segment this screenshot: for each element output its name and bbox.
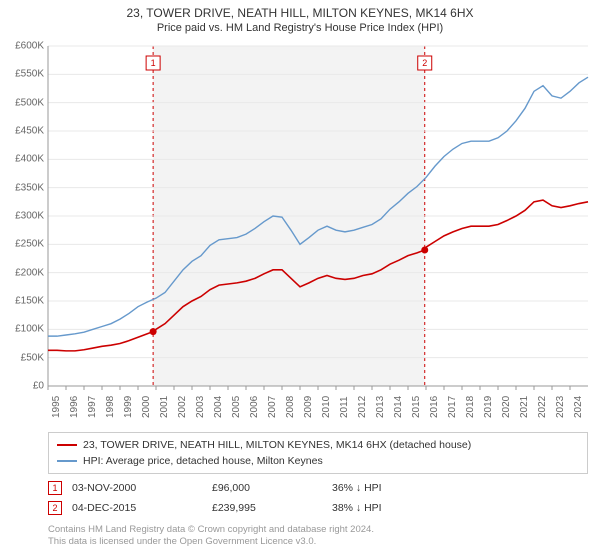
xtick-label: 2007 — [267, 396, 278, 418]
legend-label-property: 23, TOWER DRIVE, NEATH HILL, MILTON KEYN… — [83, 439, 471, 451]
xtick-label: 2005 — [231, 396, 242, 418]
svg-text:2: 2 — [422, 58, 427, 68]
xtick-label: 2013 — [375, 396, 386, 418]
xtick-label: 2008 — [285, 396, 296, 418]
ytick-label: £350K — [15, 182, 44, 193]
xtick-label: 2011 — [339, 396, 350, 418]
xtick-label: 2006 — [249, 396, 260, 418]
ytick-label: £200K — [15, 267, 44, 278]
xtick-label: 2003 — [195, 396, 206, 418]
xtick-label: 2014 — [393, 396, 404, 418]
ytick-label: £150K — [15, 296, 44, 307]
xtick-label: 1997 — [87, 396, 98, 418]
xtick-label: 2000 — [141, 396, 152, 418]
legend: 23, TOWER DRIVE, NEATH HILL, MILTON KEYN… — [48, 432, 588, 474]
ytick-label: £100K — [15, 324, 44, 335]
footer-line2: This data is licensed under the Open Gov… — [48, 536, 588, 548]
sale-row: 2 04-DEC-2015 £239,995 38% ↓ HPI — [48, 498, 588, 518]
sale-marker-box: 2 — [48, 501, 62, 515]
sale-row: 1 03-NOV-2000 £96,000 36% ↓ HPI — [48, 478, 588, 498]
xtick-label: 2018 — [465, 396, 476, 418]
svg-text:1: 1 — [151, 58, 156, 68]
xtick-label: 2002 — [177, 396, 188, 418]
footer: Contains HM Land Registry data © Crown c… — [48, 524, 588, 548]
plot-svg: 12 — [48, 46, 588, 386]
xtick-label: 2012 — [357, 396, 368, 418]
ytick-label: £550K — [15, 69, 44, 80]
legend-swatch-property — [57, 444, 77, 446]
ytick-label: £450K — [15, 126, 44, 137]
xtick-label: 1995 — [51, 396, 62, 418]
xtick-label: 1998 — [105, 396, 116, 418]
ytick-label: £500K — [15, 97, 44, 108]
xtick-label: 2019 — [483, 396, 494, 418]
sale-price: £96,000 — [212, 482, 322, 494]
ytick-label: £600K — [15, 41, 44, 52]
sale-rel: 38% ↓ HPI — [332, 502, 452, 514]
xtick-label: 2020 — [501, 396, 512, 418]
xtick-label: 2010 — [321, 396, 332, 418]
xtick-label: 2016 — [429, 396, 440, 418]
xtick-label: 2009 — [303, 396, 314, 418]
ytick-label: £0 — [33, 381, 44, 392]
ytick-label: £400K — [15, 154, 44, 165]
xtick-label: 2001 — [159, 396, 170, 418]
ytick-label: £250K — [15, 239, 44, 250]
chart-container: 23, TOWER DRIVE, NEATH HILL, MILTON KEYN… — [0, 0, 600, 560]
sale-price: £239,995 — [212, 502, 322, 514]
ytick-label: £50K — [21, 352, 44, 363]
ytick-label: £300K — [15, 211, 44, 222]
legend-row-hpi: HPI: Average price, detached house, Milt… — [57, 453, 579, 469]
footer-line1: Contains HM Land Registry data © Crown c… — [48, 524, 588, 536]
legend-row-property: 23, TOWER DRIVE, NEATH HILL, MILTON KEYN… — [57, 437, 579, 453]
sale-rel: 36% ↓ HPI — [332, 482, 452, 494]
sale-marker-box: 1 — [48, 481, 62, 495]
title-sub: Price paid vs. HM Land Registry's House … — [0, 22, 600, 34]
xtick-label: 1999 — [123, 396, 134, 418]
xtick-label: 2021 — [519, 396, 530, 418]
legend-swatch-hpi — [57, 460, 77, 462]
xtick-label: 2023 — [555, 396, 566, 418]
xtick-label: 2017 — [447, 396, 458, 418]
legend-label-hpi: HPI: Average price, detached house, Milt… — [83, 455, 323, 467]
sales-rows: 1 03-NOV-2000 £96,000 36% ↓ HPI 2 04-DEC-2015… — [48, 478, 588, 518]
title-main: 23, TOWER DRIVE, NEATH HILL, MILTON KEYN… — [0, 6, 600, 20]
plot-area: 12 — [48, 46, 588, 386]
sale-date: 03-NOV-2000 — [72, 482, 202, 494]
chart-titles: 23, TOWER DRIVE, NEATH HILL, MILTON KEYN… — [0, 0, 600, 34]
xtick-label: 1996 — [69, 396, 80, 418]
sale-date: 04-DEC-2015 — [72, 502, 202, 514]
xtick-label: 2022 — [537, 396, 548, 418]
xtick-label: 2015 — [411, 396, 422, 418]
xtick-label: 2024 — [573, 396, 584, 418]
xtick-label: 2004 — [213, 396, 224, 418]
